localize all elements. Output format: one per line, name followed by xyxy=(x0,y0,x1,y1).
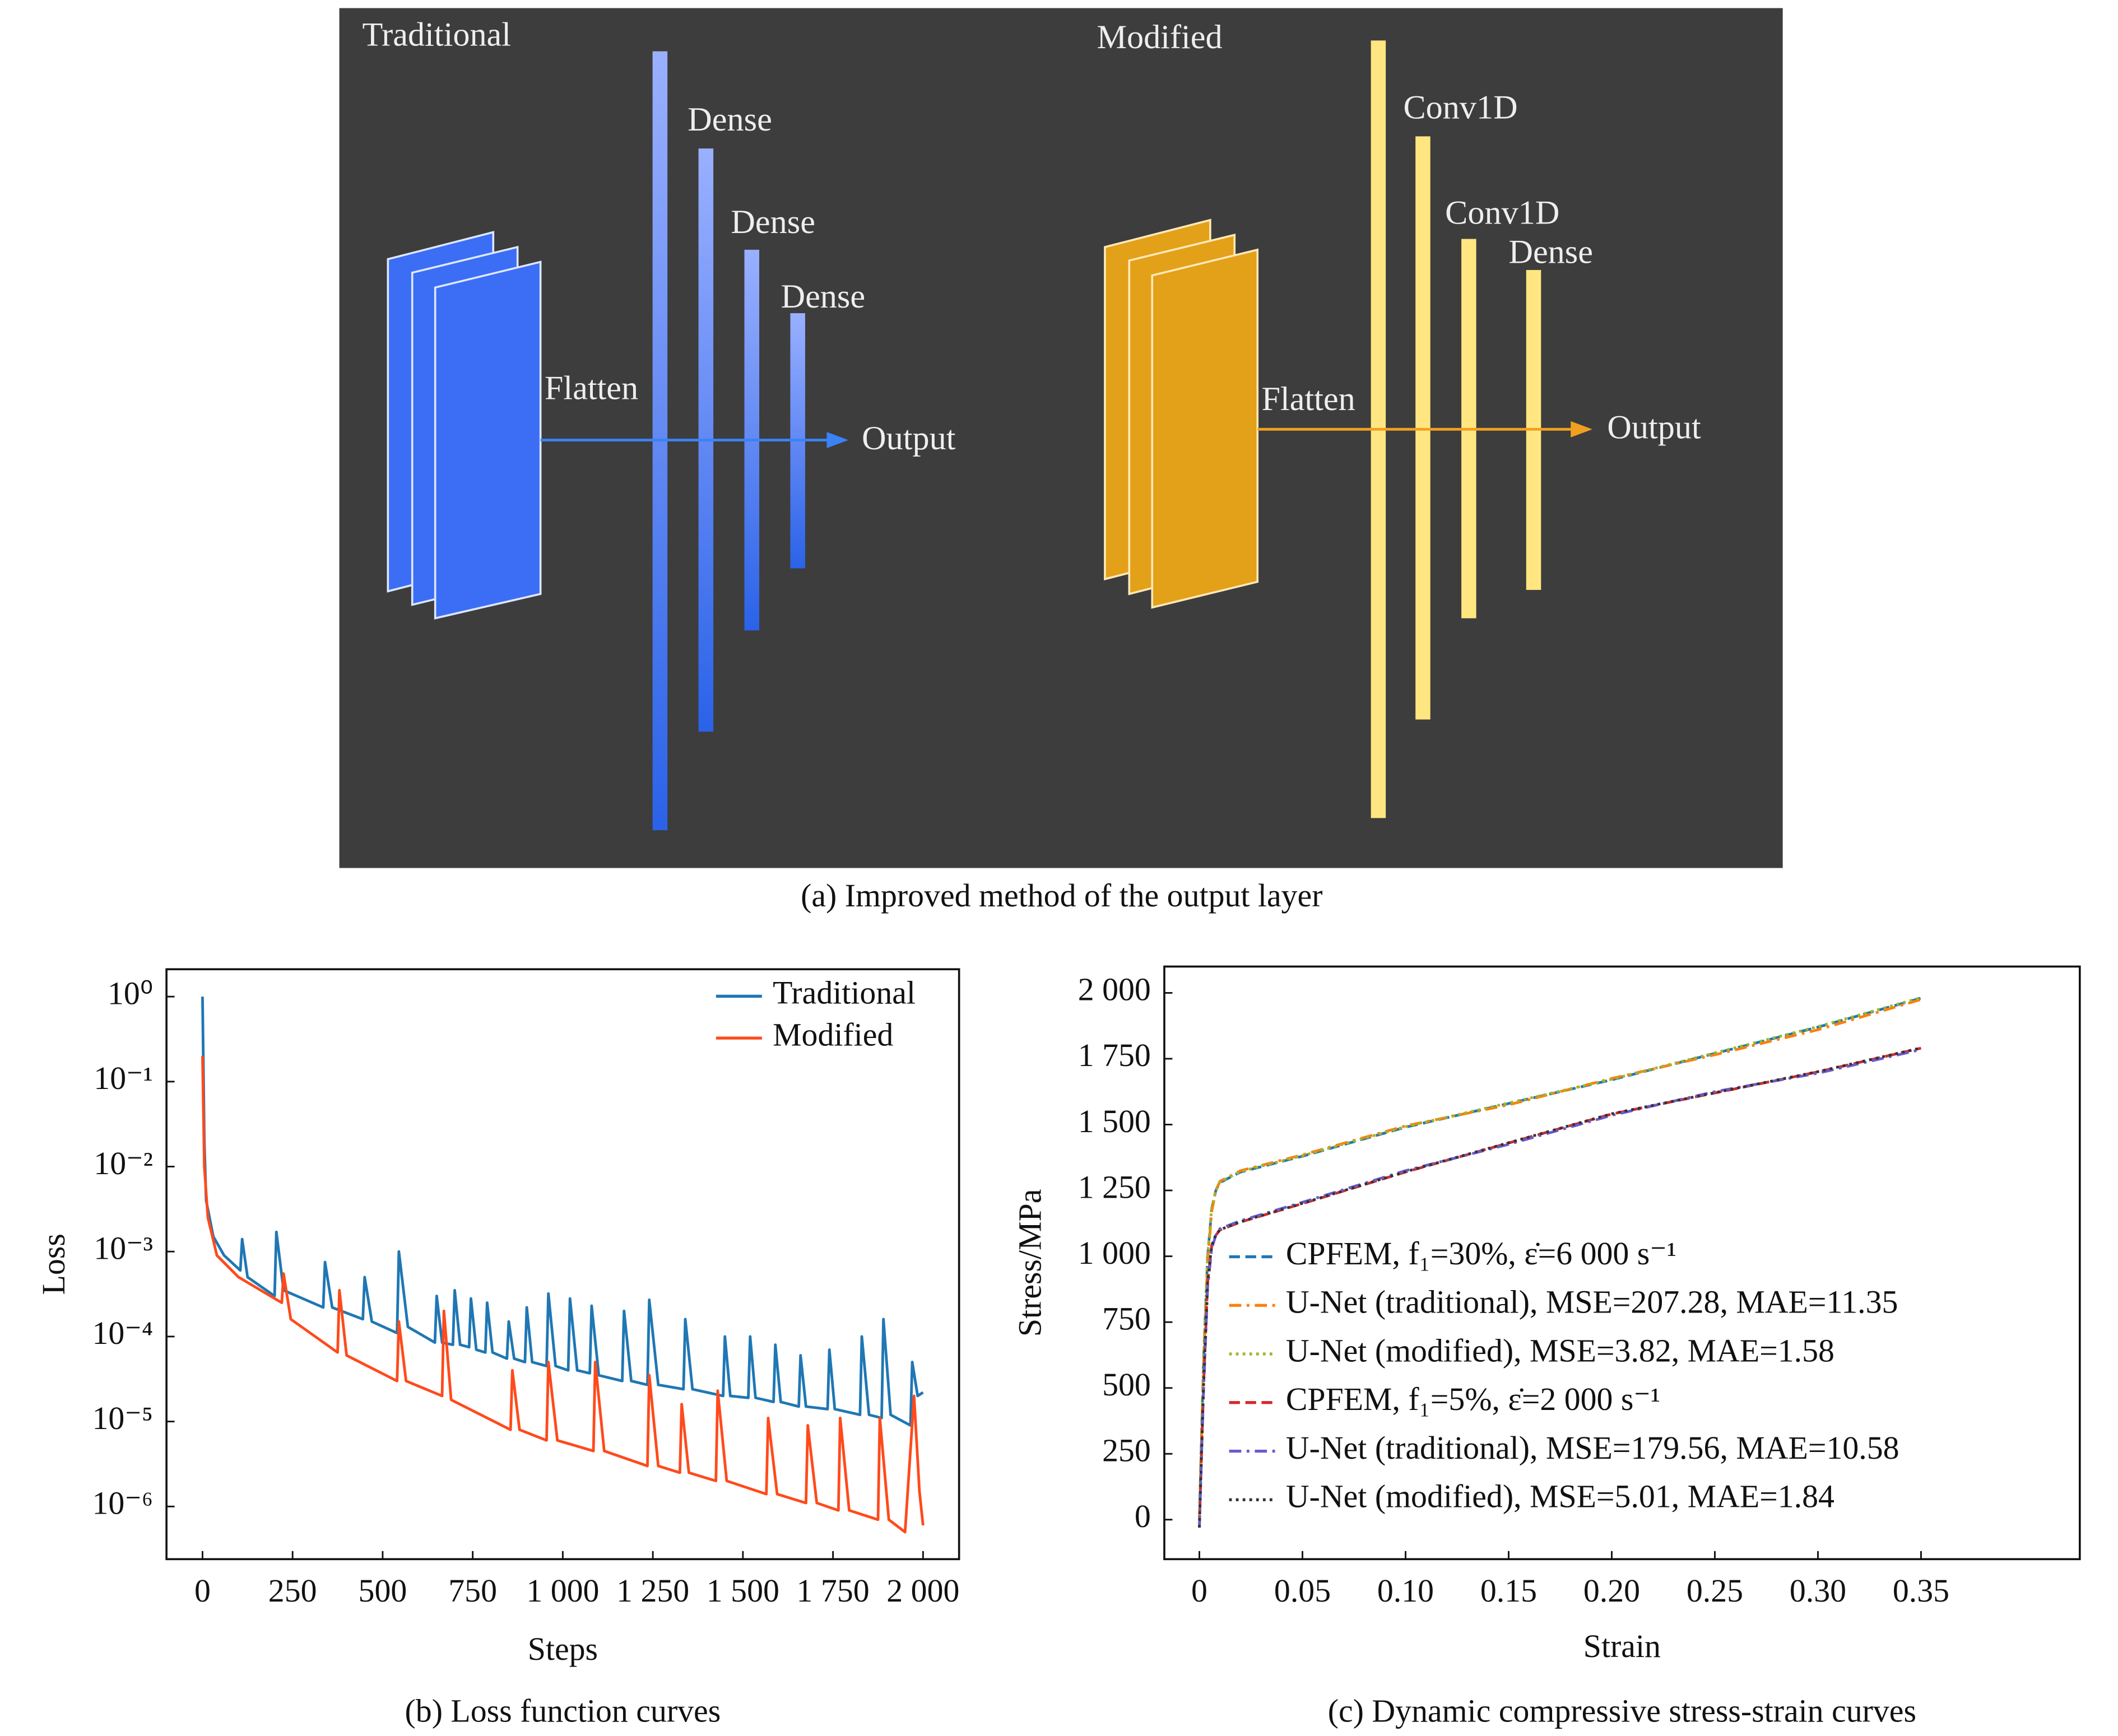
y-tick-label: 0 xyxy=(1135,1498,1151,1534)
y-tick-label: 750 xyxy=(1102,1300,1151,1337)
series-line xyxy=(201,997,924,1427)
series-line xyxy=(1198,1046,1922,1528)
output-label: Output xyxy=(1607,409,1701,446)
modified-network: Modified Flatten Conv1D Conv1D Dense Out… xyxy=(1097,18,1701,818)
layer-label: Dense xyxy=(731,203,815,241)
y-tick-label: 500 xyxy=(1102,1366,1151,1403)
diagram: Traditional Flatten Dense Dense Dense Ou… xyxy=(339,8,1783,868)
x-tick-label: 2 000 xyxy=(886,1572,959,1609)
x-tick-label: 0.35 xyxy=(1893,1572,1949,1609)
x-tick-label: 750 xyxy=(448,1572,497,1609)
x-tick-label: 1 500 xyxy=(707,1572,779,1609)
y-tick-label: 250 xyxy=(1102,1432,1151,1469)
x-tick-label: 500 xyxy=(359,1572,407,1609)
y-axis-label: Loss xyxy=(35,1234,72,1295)
x-tick-label: 1 000 xyxy=(526,1572,599,1609)
panel-title: Traditional xyxy=(363,16,512,53)
x-axis-label: Steps xyxy=(528,1631,598,1667)
y-tick-label: 10⁻⁴ xyxy=(92,1315,154,1351)
layer-label: Conv1D xyxy=(1445,194,1559,231)
traditional-network: Traditional Flatten Dense Dense Dense Ou… xyxy=(363,16,956,831)
y-tick-label: 1 500 xyxy=(1078,1103,1151,1139)
y-axis-label: Stress/MPa xyxy=(1011,1189,1048,1337)
diagram-panel xyxy=(339,8,1783,868)
plot-frame xyxy=(1163,965,2081,1561)
x-tick-label: 250 xyxy=(268,1572,317,1609)
x-tick-label: 0.05 xyxy=(1274,1572,1331,1609)
layer-label: Dense xyxy=(1508,233,1593,271)
y-tick-label: 10⁻² xyxy=(94,1145,153,1181)
y-tick-label: 10⁻³ xyxy=(94,1230,153,1266)
caption: (a) Improved method of the output layer xyxy=(801,877,1322,914)
series-line xyxy=(1198,998,1922,1520)
arrow-head xyxy=(826,432,849,449)
legend-label: U-Net (modified), MSE=3.82, MAE=1.58 xyxy=(1286,1332,1834,1369)
panel-title: Modified xyxy=(1097,18,1222,56)
feature-map xyxy=(1151,248,1259,609)
y-tick-label: 1 250 xyxy=(1078,1169,1151,1205)
legend-label: U-Net (modified), MSE=5.01, MAE=1.84 xyxy=(1286,1478,1834,1515)
x-tick-label: 1 750 xyxy=(797,1572,870,1609)
y-tick-label: 1 750 xyxy=(1078,1037,1151,1073)
x-tick-label: 0 xyxy=(1191,1572,1207,1609)
feature-map xyxy=(434,260,542,620)
layer-label: Conv1D xyxy=(1403,89,1517,126)
x-axis-label: Strain xyxy=(1583,1628,1661,1664)
caption: (b) Loss function curves xyxy=(405,1693,721,1729)
y-tick-label: 10⁰ xyxy=(108,975,153,1011)
legend-label: CPFEM, f₁=30%, ε̇=6 000 s⁻¹ xyxy=(1286,1235,1676,1272)
y-tick-label: 10⁻⁶ xyxy=(92,1485,154,1521)
legend-label: U-Net (traditional), MSE=179.56, MAE=10.… xyxy=(1286,1430,1899,1466)
output-label: Output xyxy=(862,420,956,457)
x-tick-label: 0.10 xyxy=(1377,1572,1434,1609)
flatten-label: Flatten xyxy=(1261,380,1355,418)
x-tick-label: 0.15 xyxy=(1480,1572,1537,1609)
legend-label: Traditional xyxy=(773,975,916,1011)
layer-label: Dense xyxy=(781,278,866,315)
legend-label: Modified xyxy=(773,1016,893,1053)
y-tick-label: 1 000 xyxy=(1078,1235,1151,1271)
caption: (c) Dynamic compressive stress-strain cu… xyxy=(1328,1693,1916,1729)
series-line xyxy=(201,1056,925,1534)
chart: 0 250 500 750 1 000 1 250 1 500 1 750 2 000 10⁰ 10… xyxy=(35,968,960,1729)
x-tick-label: 0.25 xyxy=(1687,1572,1743,1609)
y-tick-label: 10⁻⁵ xyxy=(92,1400,154,1436)
x-tick-label: 1 250 xyxy=(616,1572,689,1609)
x-tick-label: 0 xyxy=(194,1572,211,1609)
arrow-head xyxy=(1571,421,1592,438)
legend-label: CPFEM, f₁=5%, ε̇=2 000 s⁻¹ xyxy=(1286,1381,1660,1417)
flatten-label: Flatten xyxy=(545,370,638,407)
chart: 0 0.05 0.10 0.15 0.20 0.25 0.30 0.35 0 250 500 750 1… xyxy=(1011,965,2081,1729)
y-tick-label: 10⁻¹ xyxy=(94,1060,153,1096)
legend-label: U-Net (traditional), MSE=207.28, MAE=11.… xyxy=(1286,1284,1898,1320)
x-tick-label: 0.30 xyxy=(1790,1572,1846,1609)
x-tick-label: 0.20 xyxy=(1583,1572,1640,1609)
y-tick-label: 2 000 xyxy=(1078,971,1151,1008)
layer-label: Dense xyxy=(688,101,772,138)
